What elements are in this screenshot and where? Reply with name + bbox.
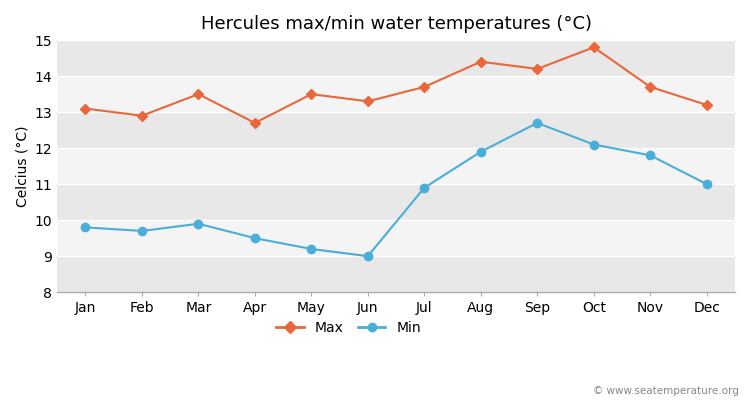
Bar xyxy=(57,184,735,220)
Y-axis label: Celcius (°C): Celcius (°C) xyxy=(15,125,29,207)
Bar xyxy=(57,148,735,184)
Bar xyxy=(57,40,735,76)
Bar xyxy=(57,256,735,292)
Legend: Max, Min: Max, Min xyxy=(271,316,427,341)
Bar xyxy=(57,76,735,112)
Title: Hercules max/min water temperatures (°C): Hercules max/min water temperatures (°C) xyxy=(200,15,592,33)
Bar xyxy=(57,112,735,148)
Text: © www.seatemperature.org: © www.seatemperature.org xyxy=(592,386,739,396)
Bar xyxy=(57,220,735,256)
